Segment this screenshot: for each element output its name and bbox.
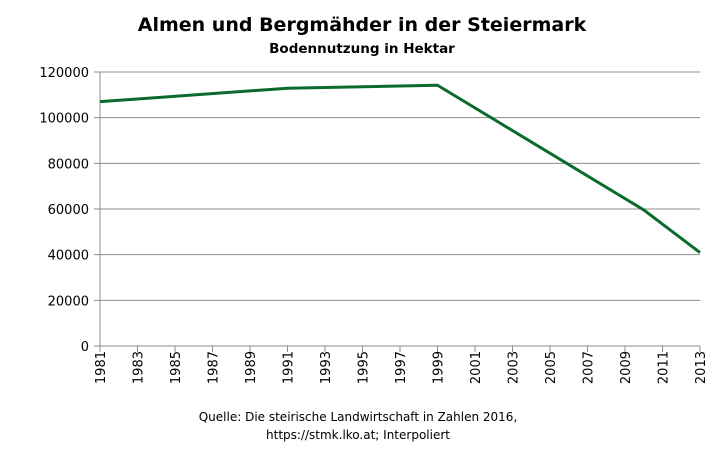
chart-title: Almen und Bergmähder in der Steiermark (138, 14, 587, 36)
x-tick-label: 2013 (694, 351, 709, 384)
x-tick-label: 2009 (619, 351, 634, 384)
series-line (99, 83, 701, 254)
x-axis-ticks: 1981 1983 1985 1987 1989 1991 1993 1995 1997 1999… (94, 351, 709, 384)
gridlines (94, 71, 701, 352)
y-tick-label: 100000 (39, 112, 89, 127)
source-line-1: Quelle: Die steirische Landwirtschaft in… (199, 410, 518, 424)
y-tick-label: 0 (81, 340, 89, 355)
y-tick-label: 60000 (48, 203, 89, 218)
x-tick-label: 2005 (544, 351, 559, 384)
x-tick-label: 1999 (432, 351, 447, 384)
y-tick-label: 120000 (39, 66, 89, 81)
y-tick-label: 80000 (48, 157, 89, 172)
x-tick-label: 2011 (657, 351, 672, 384)
x-tick-label: 1987 (207, 351, 222, 384)
source-line-2: https://stmk.lko.at; Interpoliert (266, 428, 450, 442)
x-tick-label: 2001 (469, 351, 484, 384)
x-tick-label: 2003 (507, 351, 522, 384)
x-tick-label: 1993 (319, 351, 334, 384)
x-tick-label: 1981 (94, 351, 109, 384)
x-tick-label: 1991 (282, 351, 297, 384)
x-tick-label: 1995 (357, 351, 372, 384)
x-tick-label: 1989 (244, 351, 259, 384)
x-tick-label: 2007 (582, 351, 597, 384)
y-tick-label: 20000 (48, 294, 89, 309)
x-tick-label: 1997 (394, 351, 409, 384)
y-tick-label: 40000 (48, 249, 89, 264)
x-tick-label: 1985 (169, 351, 184, 384)
chart-subtitle: Bodennutzung in Hektar (269, 41, 455, 57)
series-lines (99, 83, 701, 254)
x-tick-label: 1983 (132, 351, 147, 384)
y-axis-ticks: 0 20000 40000 60000 80000 100000 120000 (39, 66, 89, 355)
